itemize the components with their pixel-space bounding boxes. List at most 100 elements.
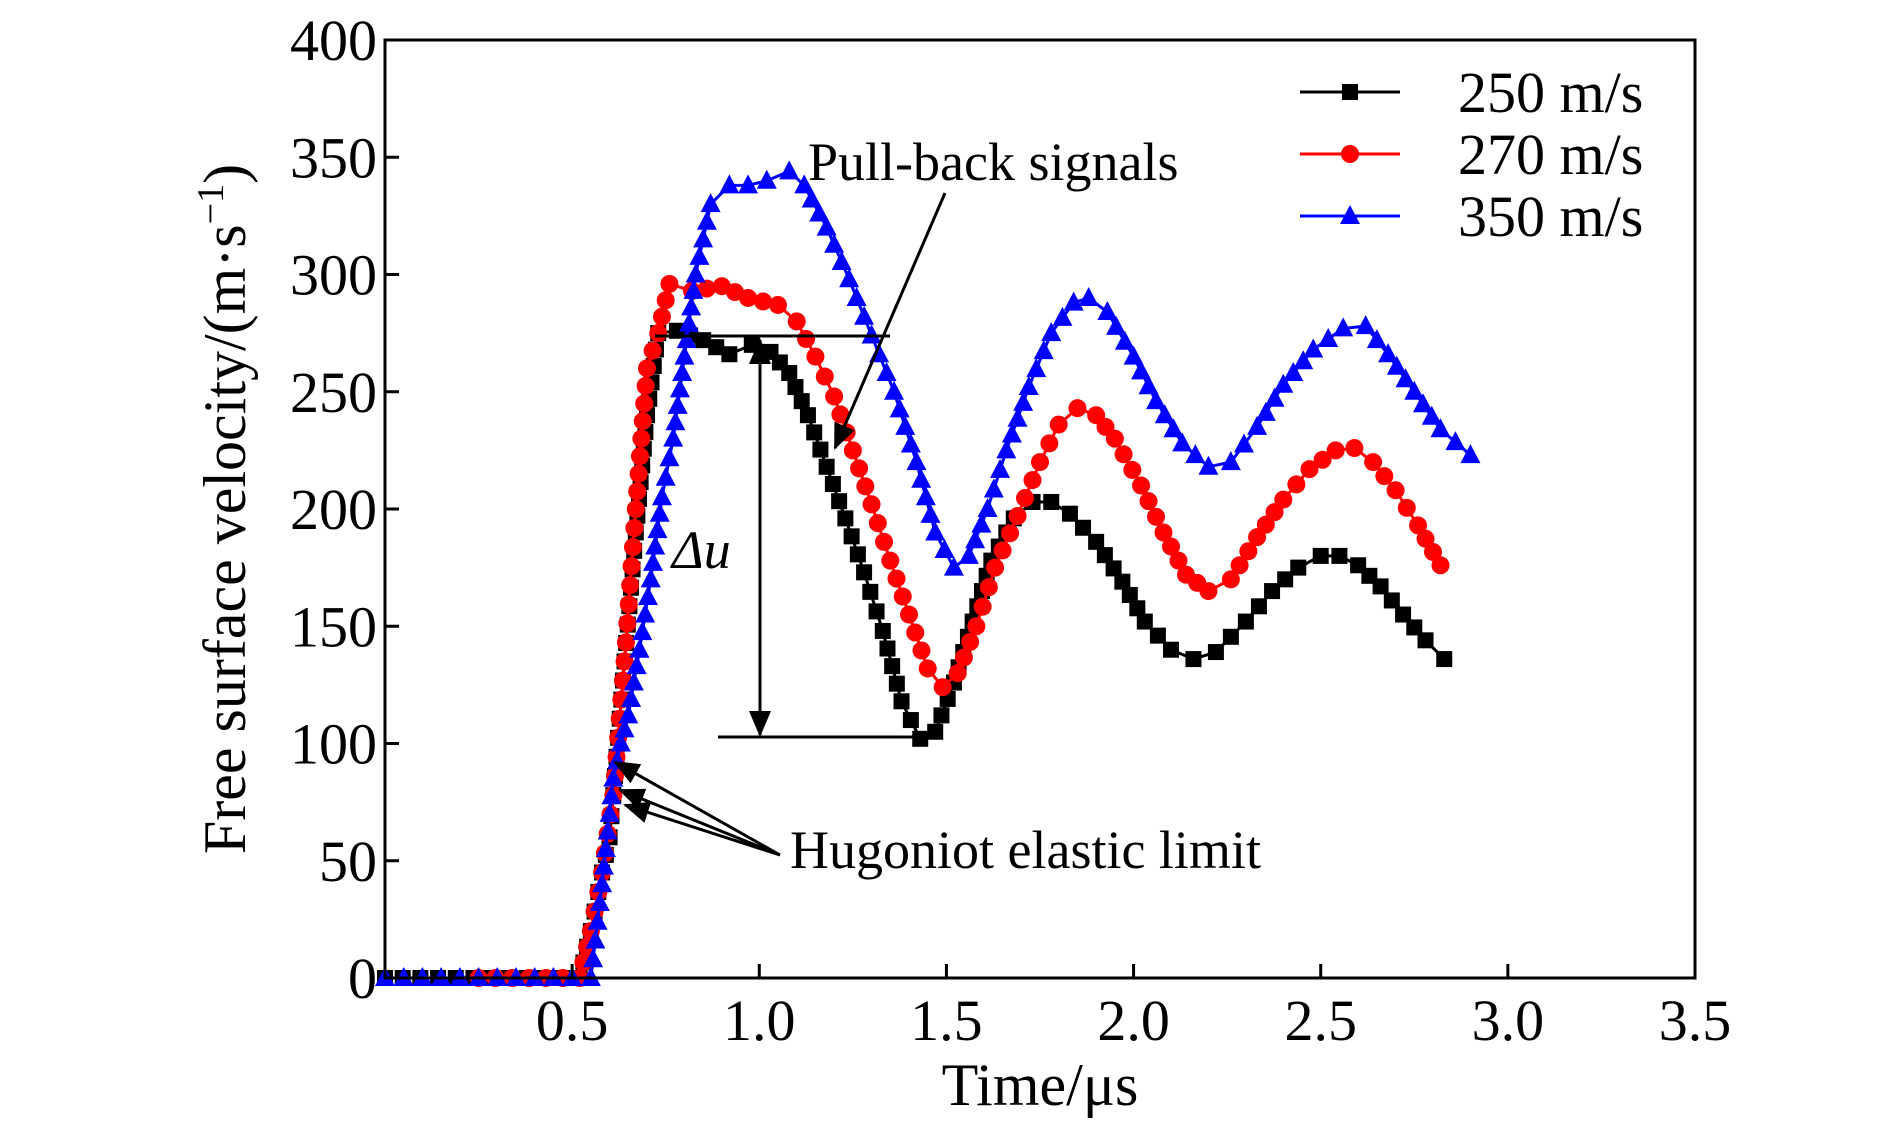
data-point <box>1273 373 1294 393</box>
data-point <box>912 730 929 747</box>
data-point <box>1333 317 1354 337</box>
data-point <box>961 632 980 651</box>
data-point <box>862 495 881 514</box>
data-point <box>986 558 1005 577</box>
data-point <box>640 568 661 588</box>
data-point <box>756 169 777 189</box>
data-point <box>906 623 925 642</box>
data-point <box>906 451 927 471</box>
data-point <box>626 655 647 675</box>
data-point <box>719 174 740 194</box>
data-point <box>1114 573 1131 590</box>
data-point <box>831 405 850 424</box>
data-point <box>856 564 873 581</box>
data-point <box>1139 492 1158 511</box>
data-point <box>1341 145 1359 163</box>
data-point <box>888 675 905 692</box>
data-point <box>977 498 998 517</box>
data-point <box>943 556 964 576</box>
data-point <box>889 398 910 418</box>
data-point <box>1026 358 1047 378</box>
data-point <box>801 188 822 208</box>
legend-label: 350 m/s <box>1458 184 1643 249</box>
data-point <box>1043 493 1060 510</box>
y-axis-title-main: Free surface velocity/(m·s <box>192 224 258 854</box>
data-point <box>597 820 618 840</box>
data-point <box>1413 393 1434 413</box>
data-point <box>642 551 663 571</box>
data-point <box>1247 415 1268 435</box>
data-point <box>629 464 648 483</box>
data-point <box>1386 355 1407 375</box>
data-point <box>954 648 973 667</box>
data-point <box>973 597 992 616</box>
y-axis: 0 50 100 150 200 250 300 350 400 <box>290 8 399 1011</box>
annotations: Pull-back signals Hugoniot elastic limit… <box>613 132 1261 880</box>
data-point <box>615 652 634 671</box>
data-point <box>1147 507 1166 526</box>
data-point <box>1375 467 1394 486</box>
data-point <box>1105 429 1124 448</box>
data-point <box>1031 453 1049 472</box>
data-point <box>1237 613 1254 630</box>
data-point <box>1185 444 1206 464</box>
data-point <box>708 339 725 356</box>
data-point <box>1386 481 1405 500</box>
data-point <box>876 361 897 381</box>
data-point <box>1395 368 1416 388</box>
data-point <box>622 557 641 576</box>
data-point <box>649 324 668 343</box>
data-point <box>649 502 670 522</box>
data-point <box>652 307 671 326</box>
data-point <box>1340 205 1360 224</box>
data-point <box>651 486 672 506</box>
data-point <box>915 486 936 506</box>
data-point <box>674 345 695 365</box>
data-point <box>837 510 854 527</box>
data-point <box>635 603 656 623</box>
data-point <box>614 718 635 738</box>
data-point <box>1318 327 1339 347</box>
data-point <box>1040 434 1059 453</box>
data-point <box>831 493 848 510</box>
data-point <box>824 233 845 253</box>
data-point <box>825 387 844 406</box>
data-point <box>1383 592 1400 609</box>
data-point <box>1097 301 1118 321</box>
data-point <box>1233 433 1254 453</box>
data-point <box>787 312 806 331</box>
data-point <box>1041 322 1062 342</box>
x-axis-title: Time/μs <box>942 1052 1139 1118</box>
data-point <box>1162 537 1180 556</box>
data-point <box>1001 423 1022 443</box>
data-point <box>990 458 1011 478</box>
data-point <box>672 361 693 381</box>
data-point <box>846 286 867 306</box>
data-point <box>626 500 645 518</box>
data-point <box>1129 600 1146 617</box>
data-point <box>660 274 679 293</box>
data-point <box>799 407 816 424</box>
data-point <box>625 519 644 538</box>
data-point <box>1264 387 1285 407</box>
data-point <box>1169 551 1188 570</box>
hugoniot-arrow <box>618 788 781 857</box>
y-tick-label: 150 <box>290 594 377 659</box>
data-point <box>1131 360 1152 380</box>
y-axis-title: Free surface velocity/(m·s−1) <box>190 164 258 854</box>
data-point <box>1207 644 1224 661</box>
data-point <box>633 412 652 431</box>
data-point <box>881 551 900 570</box>
data-point <box>971 513 992 533</box>
x-axis: 0.5 1.0 1.5 2.0 2.5 3.0 3.5 <box>536 964 1731 1053</box>
data-point <box>900 433 921 453</box>
data-point <box>593 855 614 875</box>
data-point <box>638 359 656 378</box>
data-point <box>1023 471 1042 490</box>
y-axis-title-sup: −1 <box>190 184 232 224</box>
data-point <box>636 376 655 395</box>
pullback-annotation: Pull-back signals <box>808 132 1178 192</box>
data-point <box>1364 453 1383 472</box>
data-point <box>643 341 662 360</box>
